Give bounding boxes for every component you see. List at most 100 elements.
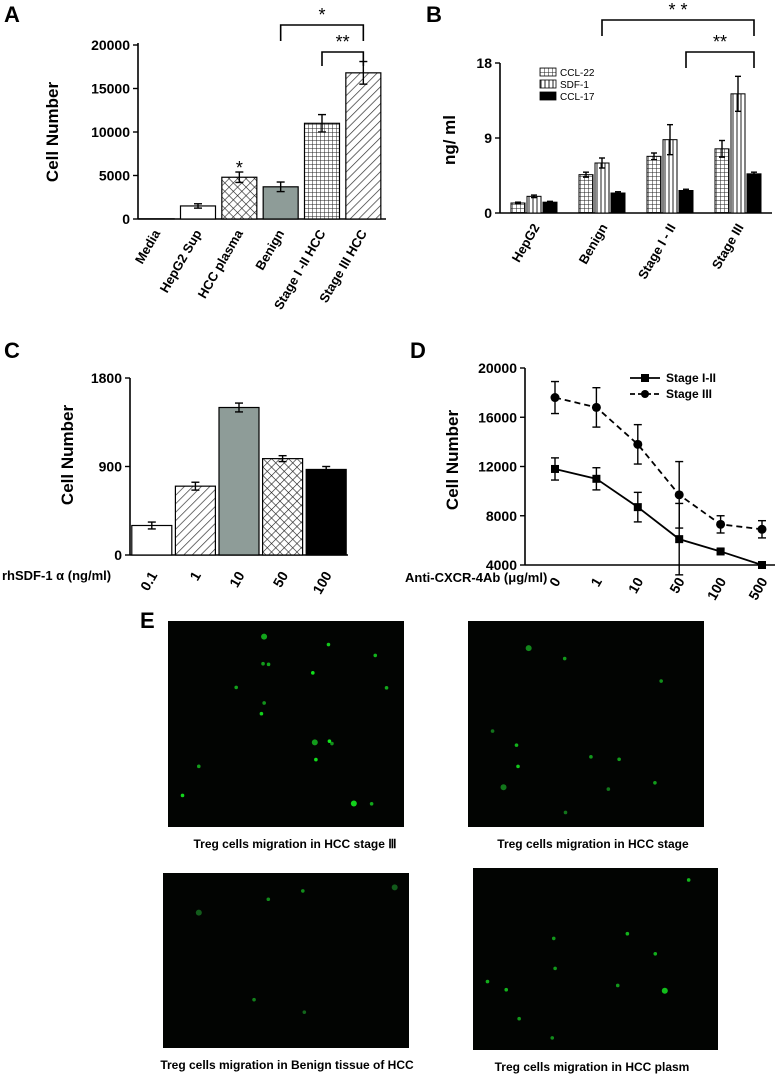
x-category-label: Benign (252, 227, 287, 273)
panel-label-a: A (4, 2, 20, 27)
fluorescent-cell (653, 781, 657, 785)
y-axis-title: Cell Number (443, 410, 462, 511)
data-point (675, 490, 684, 499)
fluorescent-cell (553, 967, 557, 971)
panel-label-c: C (4, 338, 20, 363)
x-tick-label: 10 (226, 568, 248, 590)
y-tick-label: 20000 (478, 360, 517, 376)
x-tick-label: 100 (704, 574, 730, 602)
y-tick-label: 0 (122, 211, 130, 227)
series-line (555, 398, 762, 530)
legend-swatch (540, 68, 556, 76)
data-point (592, 475, 600, 483)
fluorescent-cell (589, 755, 593, 759)
fluorescent-cell (504, 988, 508, 992)
fluorescent-cell (370, 802, 374, 806)
fluorescent-cell (501, 784, 507, 790)
fluorescent-cell (196, 910, 202, 916)
fluorescent-cell (486, 980, 490, 984)
micrograph-caption: Treg cells migration in HCC plasm (495, 1060, 690, 1074)
significance-bracket-label: * (318, 5, 325, 25)
y-tick-label: 12000 (478, 459, 517, 475)
x-tick-label: 10 (625, 574, 647, 596)
bar (263, 459, 303, 555)
fluorescent-cell (252, 998, 256, 1002)
fluorescent-cell (662, 988, 668, 994)
y-axis-title: Cell Number (43, 82, 62, 183)
legend-label: Stage III (666, 387, 712, 401)
fluorescent-cell (616, 984, 620, 988)
fluorescent-cell (328, 739, 332, 743)
x-category-label: HepG2 Sup (157, 227, 205, 295)
x-tick-label: 1 (186, 568, 204, 583)
y-tick-label: 0 (484, 205, 492, 221)
data-point (717, 547, 725, 555)
bar (527, 196, 541, 213)
micrograph (473, 868, 718, 1050)
legend-label: Stage I-II (666, 371, 716, 385)
fluorescent-cell (607, 787, 611, 791)
x-tick-label: 500 (745, 574, 771, 602)
data-point (716, 520, 725, 529)
fluorescent-cell (515, 743, 519, 747)
significance-bracket-label: ** (336, 32, 350, 52)
fluorescent-cell (267, 663, 271, 667)
fluorescent-cell (552, 937, 556, 941)
x-tick-label: 0.1 (137, 568, 161, 593)
micrograph (168, 621, 404, 827)
legend-marker (641, 390, 649, 398)
bar (595, 163, 609, 213)
fluorescent-cell (303, 1010, 307, 1014)
fluorescent-cell (234, 686, 238, 690)
x-tick-label: 100 (309, 568, 335, 596)
panel-label-e: E (140, 608, 155, 633)
x-category-label: Stage I - II (635, 221, 679, 282)
y-tick-label: 8000 (486, 508, 517, 524)
legend-label: CCL-17 (560, 92, 595, 103)
fluorescent-cell (312, 739, 318, 745)
micrograph-caption: Treg cells migration in Benign tissue of… (160, 1058, 414, 1072)
bar (219, 408, 259, 556)
y-tick-label: 5000 (99, 168, 130, 184)
y-tick-label: 10000 (91, 124, 130, 140)
fluorescent-cell (491, 729, 495, 733)
significance-bracket (322, 52, 363, 66)
fluorescent-cell (301, 889, 305, 893)
micrograph-caption: Treg cells migration in HCC stage Ⅲ (194, 837, 397, 851)
x-tick-label: 1 (587, 574, 605, 589)
fluorescent-cell (314, 758, 318, 762)
bar (611, 193, 625, 213)
y-tick-label: 18 (476, 55, 492, 71)
data-point (551, 393, 560, 402)
microscopy-panel-e: Treg cells migration in HCC stage Ⅲ Treg … (160, 621, 718, 1074)
significance-marker: * (236, 158, 243, 178)
significance-bracket-label: ** (713, 32, 727, 52)
significance-bracket (281, 25, 364, 41)
legend-swatch (540, 92, 556, 100)
legend-label: SDF-1 (560, 80, 589, 91)
significance-bracket (602, 20, 754, 36)
legend-swatch (540, 80, 556, 88)
fluorescent-cell (327, 643, 331, 647)
fluorescent-cell (659, 679, 663, 683)
bar (222, 177, 257, 219)
fluorescent-cell (197, 765, 201, 769)
x-tick-label: 50 (666, 574, 688, 596)
x-tick-label: 50 (270, 568, 292, 590)
micrograph-caption: Treg cells migration in HCC stage (497, 837, 689, 851)
y-tick-label: 16000 (478, 409, 517, 425)
data-point (634, 503, 642, 511)
fluorescent-cell (262, 701, 266, 705)
fluorescent-cell (563, 657, 567, 661)
fluorescent-cell (267, 897, 271, 901)
x-category-label: Stage III (709, 221, 747, 272)
bar (305, 123, 340, 219)
micrograph (468, 621, 704, 827)
fluorescent-cell (351, 800, 357, 806)
y-tick-label: 0 (114, 547, 122, 563)
x-category-label: HepG2 (509, 221, 543, 265)
x-axis-title: Anti-CXCR-4Ab (μg/ml) (405, 570, 547, 585)
